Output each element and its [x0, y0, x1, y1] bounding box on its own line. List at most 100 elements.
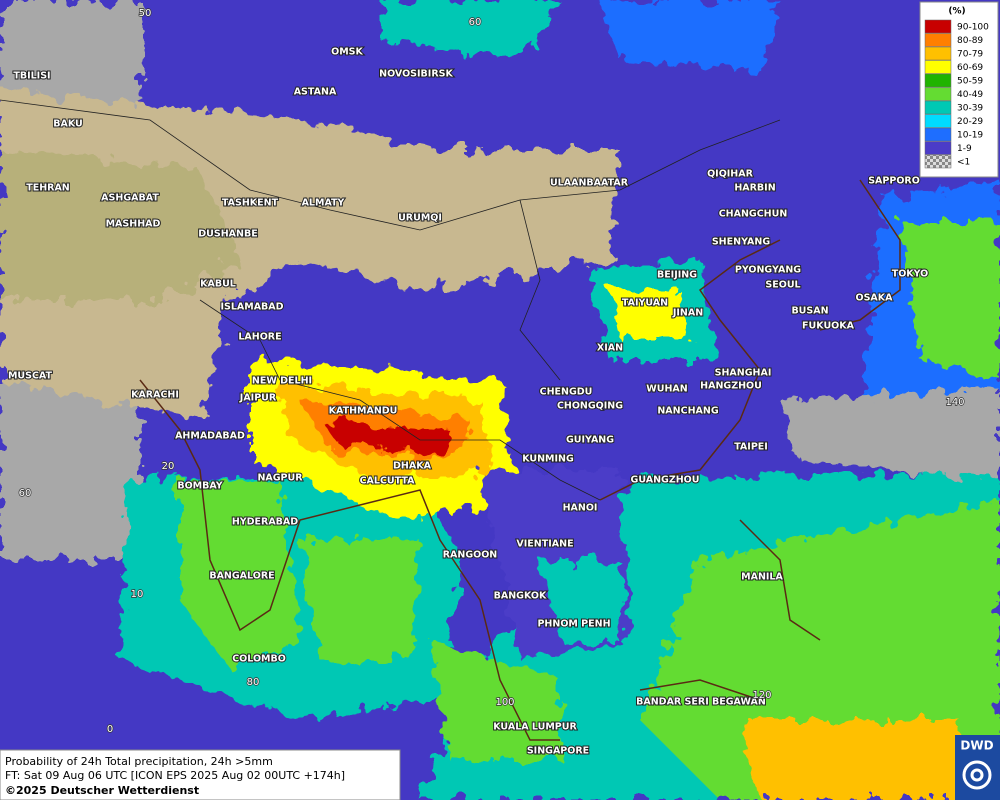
city-label: GUANGZHOU: [631, 475, 700, 486]
logo-text: DWD: [960, 739, 993, 753]
city-label: BEIJING: [657, 270, 697, 281]
city-label: OMSK: [331, 47, 363, 58]
legend-label: 1-9: [957, 144, 972, 154]
city-label: KABUL: [200, 279, 236, 290]
city-label: BANGKOK: [494, 591, 547, 602]
legend-swatch: [924, 114, 952, 128]
footer-line: Probability of 24h Total precipitation, …: [5, 755, 273, 768]
legend-label: 90-100: [957, 23, 989, 33]
city-label: HARBIN: [734, 183, 775, 194]
legend-label: <1: [957, 158, 970, 168]
city-label: ALMATY: [302, 198, 345, 209]
legend-swatch: [924, 127, 952, 142]
legend-swatch: [924, 60, 952, 74]
city-label: BOMBAY: [177, 481, 222, 492]
city-label: PYONGYANG: [735, 265, 801, 276]
legend-label: 50-59: [957, 77, 983, 87]
grid-label: 0: [107, 724, 113, 735]
legend-label: 20-29: [957, 117, 983, 127]
city-label: SAPPORO: [868, 176, 920, 187]
city-label: DUSHANBE: [198, 229, 257, 240]
legend-swatch: [924, 19, 952, 34]
city-label: RANGOON: [443, 550, 498, 561]
city-label: SHANGHAI: [715, 368, 772, 379]
city-label: HANGZHOU: [700, 381, 762, 392]
logo: DWD: [955, 735, 1000, 800]
city-label: AHMADABAD: [175, 431, 245, 442]
city-label: ASHGABAT: [101, 193, 159, 204]
legend-swatch: [924, 87, 952, 101]
legend-label: 40-49: [957, 90, 983, 100]
legend-swatch: [924, 141, 952, 155]
legend-label: 60-69: [957, 63, 983, 73]
city-label: CHENGDU: [540, 387, 593, 398]
borders: [0, 99, 781, 501]
city-label: SHENYANG: [712, 237, 771, 248]
city-label: PHNOM PENH: [537, 619, 610, 630]
city-label: XIAN: [597, 343, 623, 354]
city-label: FUKUOKA: [802, 321, 855, 332]
city-label: TOKYO: [892, 269, 929, 280]
grid-label: 60: [469, 17, 482, 28]
city-label: OSAKA: [856, 293, 894, 304]
legend-title: (%): [948, 7, 965, 17]
city-label: NEW DELHI: [252, 376, 312, 387]
city-label: ISLAMABAD: [220, 302, 283, 313]
legend: (%) 90-100 80-89 70-79 60-69 50-59 40-49 30-39…: [919, 1, 999, 178]
legend-swatch: [924, 100, 952, 115]
city-label: HANOI: [563, 503, 598, 514]
city-label: NOVOSIBIRSK: [379, 69, 453, 80]
city-label: WUHAN: [646, 384, 687, 395]
city-label: BAKU: [53, 119, 83, 130]
grid-label: 60: [19, 488, 32, 499]
legend-label: 80-89: [957, 36, 983, 46]
city-label: CHANGCHUN: [719, 209, 788, 220]
city-label: BANGALORE: [209, 571, 274, 582]
footer: Probability of 24h Total precipitation, …: [0, 749, 401, 800]
grid-label: 20: [162, 461, 175, 472]
city-label: TASHKENT: [222, 198, 279, 209]
footer-line: ©2025 Deutscher Wetterdienst: [5, 784, 199, 797]
city-label: BANDAR SERI BEGAWAN: [636, 697, 766, 708]
city-label: MASHHAD: [106, 219, 161, 230]
legend-swatch: [924, 46, 952, 61]
city-label: CHONGQING: [557, 401, 623, 412]
legend-label: 10-19: [957, 131, 983, 141]
city-label: SEOUL: [765, 280, 800, 291]
legend-label: 30-39: [957, 104, 983, 114]
city-label: SINGAPORE: [527, 746, 589, 757]
city-label: TAIPEI: [734, 442, 768, 453]
city-label: KARACHI: [131, 390, 179, 401]
legend-label: 70-79: [957, 50, 983, 60]
legend-swatch: [924, 33, 952, 47]
city-label: CALCUTTA: [360, 476, 416, 487]
city-label: MANILA: [741, 572, 783, 583]
city-label: TAIYUAN: [622, 298, 668, 309]
grid-label: 120: [752, 690, 771, 701]
city-label: DHAKA: [393, 461, 432, 472]
city-label: URUMQI: [398, 213, 442, 224]
grid-labels: 50 60 140 20 60 10 80 0 100 120: [18, 7, 965, 736]
city-label: LAHORE: [238, 332, 281, 343]
city-label: BUSAN: [791, 306, 828, 317]
city-label: TBILISI: [13, 71, 50, 82]
grid-label: 100: [495, 697, 514, 708]
legend-swatch: [924, 154, 952, 169]
city-label: MUSCAT: [8, 371, 53, 382]
city-label: ULAANBAATAR: [550, 178, 629, 189]
city-label: GUIYANG: [566, 435, 614, 446]
grid-label: 10: [131, 589, 144, 600]
city-label: VIENTIANE: [516, 539, 573, 550]
grid-label: 140: [945, 397, 964, 408]
city-label: KUNMING: [522, 454, 574, 465]
city-label: COLOMBO: [232, 654, 286, 665]
city-label: KUALA LUMPUR: [493, 722, 577, 733]
city-label: TEHRAN: [26, 183, 70, 194]
city-label: NANCHANG: [657, 406, 718, 417]
city-label: KATHMANDU: [329, 406, 398, 417]
coastlines: [139, 179, 901, 741]
city-label: HYDERABAD: [232, 517, 298, 528]
